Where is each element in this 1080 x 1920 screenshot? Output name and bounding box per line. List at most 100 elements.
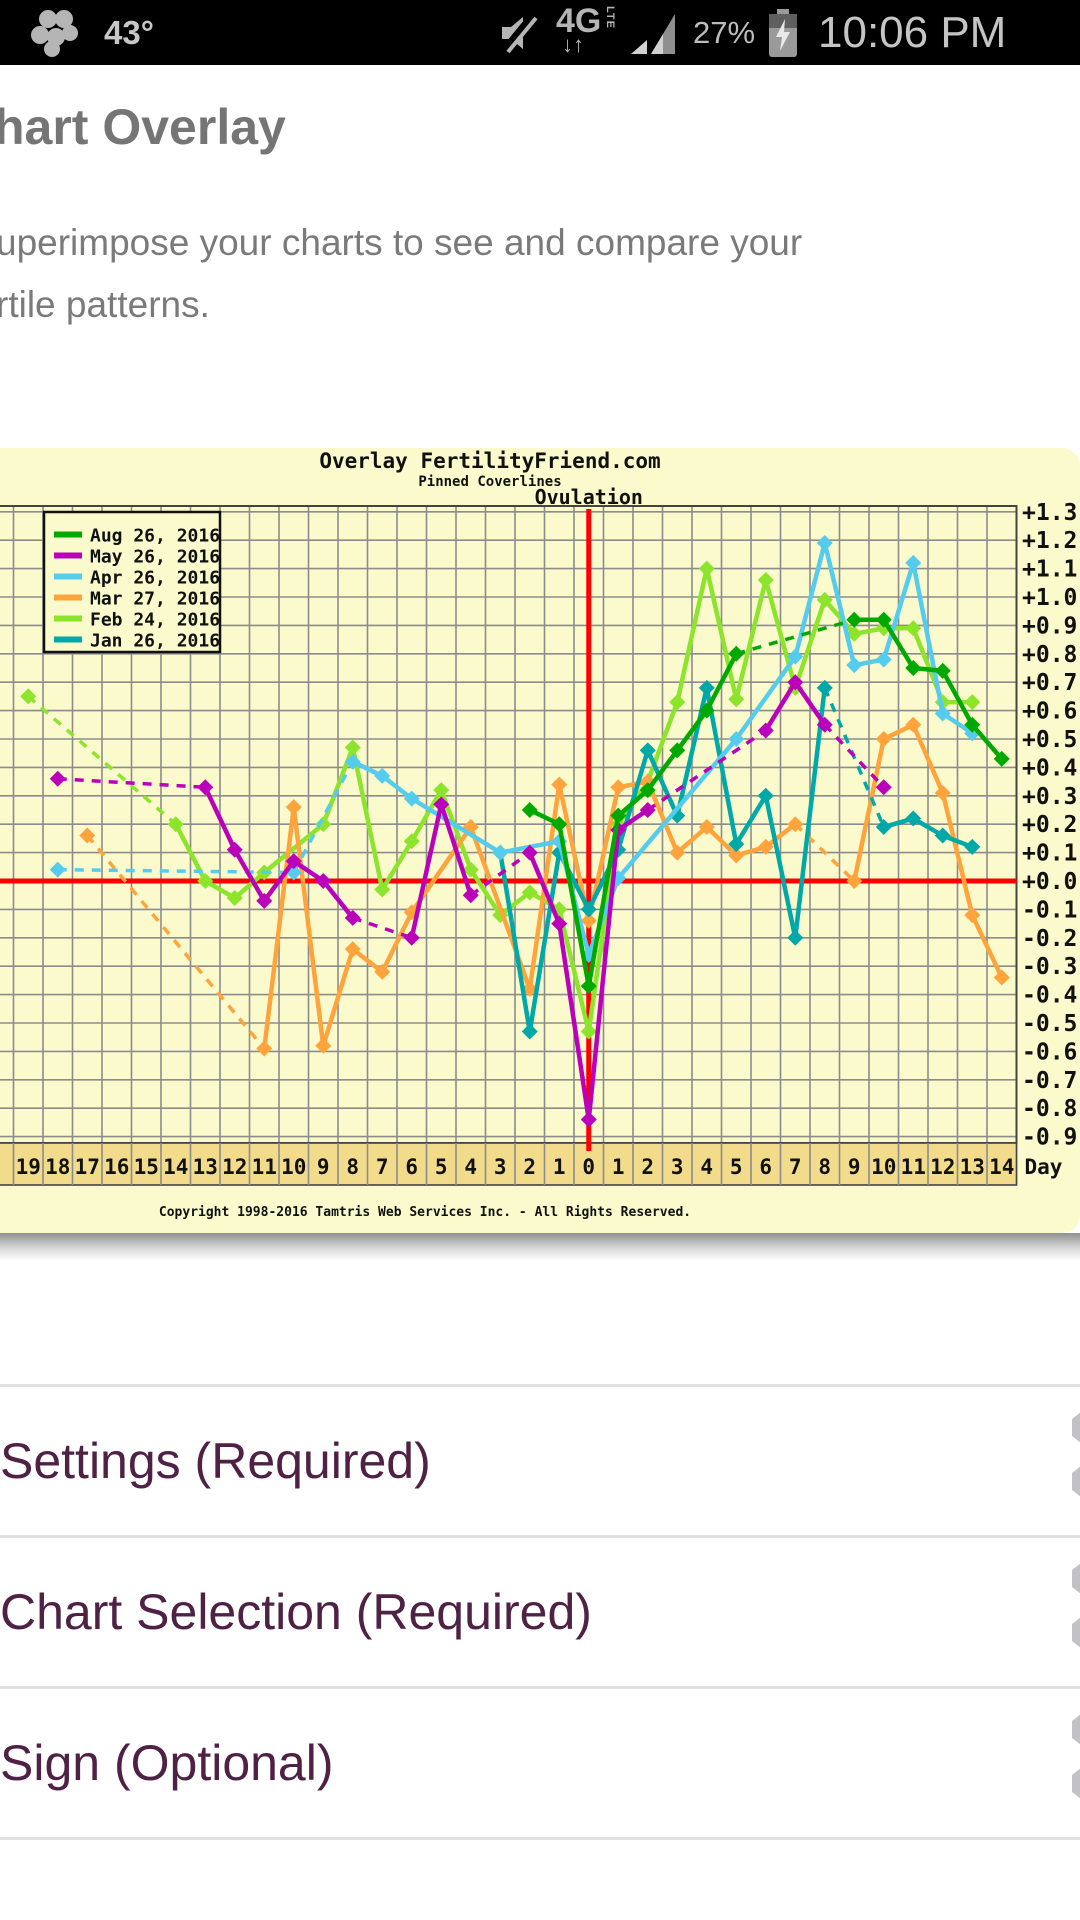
svg-text:3: 3	[671, 1155, 684, 1179]
mute-icon	[496, 0, 542, 65]
svg-text:Copyright 1998-2016 Tamtris We: Copyright 1998-2016 Tamtris Web Services…	[159, 1205, 691, 1220]
svg-text:11: 11	[901, 1155, 926, 1179]
data-arrows-icon: ↓↑	[562, 32, 584, 57]
svg-text:+0.0: +0.0	[1022, 869, 1077, 895]
page-subtitle: uperimpose your charts to see and compar…	[0, 212, 1066, 336]
svg-text:0: 0	[582, 1155, 595, 1179]
accordion: Settings (Required) Chart Selection (Req…	[0, 1384, 1080, 1840]
svg-text:Jan 26, 2016: Jan 26, 2016	[90, 631, 220, 652]
chevron-icon	[1072, 1559, 1080, 1598]
svg-text:2: 2	[523, 1155, 536, 1179]
svg-text:4: 4	[700, 1155, 713, 1179]
section-sign[interactable]: Sign (Optional)	[0, 1689, 1080, 1837]
chevron-icon	[1072, 1710, 1080, 1749]
svg-text:3: 3	[494, 1155, 507, 1179]
svg-text:14: 14	[989, 1155, 1014, 1179]
section-sign-label: Sign (Optional)	[0, 1735, 334, 1791]
svg-text:Feb 24, 2016: Feb 24, 2016	[90, 610, 220, 631]
svg-text:+0.2: +0.2	[1022, 812, 1077, 838]
svg-text:6: 6	[405, 1155, 418, 1179]
chevron-icon	[1072, 1613, 1080, 1652]
svg-text:7: 7	[789, 1155, 802, 1179]
svg-text:+1.2: +1.2	[1022, 528, 1077, 554]
svg-text:8: 8	[818, 1155, 831, 1179]
svg-text:+0.1: +0.1	[1022, 841, 1077, 867]
svg-text:6: 6	[759, 1155, 772, 1179]
svg-text:Overlay FertilityFriend.com: Overlay FertilityFriend.com	[319, 449, 660, 473]
svg-text:-0.7: -0.7	[1022, 1068, 1077, 1094]
svg-text:Pinned Coverlines: Pinned Coverlines	[418, 474, 561, 490]
svg-text:7: 7	[376, 1155, 389, 1179]
svg-text:11: 11	[252, 1155, 277, 1179]
svg-text:-0.3: -0.3	[1022, 954, 1077, 980]
section-settings[interactable]: Settings (Required)	[0, 1387, 1080, 1535]
page-title: hart Overlay	[0, 99, 286, 155]
chevron-icon	[1072, 1764, 1080, 1803]
svg-text:+1.3: +1.3	[1022, 500, 1077, 526]
page-subtitle-line1: uperimpose your charts to see and compar…	[0, 222, 803, 263]
svg-text:18: 18	[45, 1155, 70, 1179]
svg-text:-0.1: -0.1	[1022, 897, 1077, 923]
svg-text:9: 9	[848, 1155, 861, 1179]
svg-text:12: 12	[930, 1155, 955, 1179]
svg-text:-0.8: -0.8	[1022, 1096, 1077, 1122]
divider	[0, 1535, 1080, 1538]
svg-text:4: 4	[464, 1155, 477, 1179]
svg-text:9: 9	[317, 1155, 330, 1179]
chevron-icon	[1072, 1408, 1080, 1447]
status-battery-percent: 27%	[693, 14, 756, 50]
network-lte-label: LTE	[604, 6, 616, 29]
network-type-label: 4G	[556, 2, 602, 40]
svg-text:5: 5	[730, 1155, 743, 1179]
flower-icon	[30, 0, 82, 65]
divider	[0, 1384, 1080, 1387]
svg-text:+0.6: +0.6	[1022, 699, 1077, 725]
svg-text:Ovulation: Ovulation	[535, 485, 643, 509]
status-bar: 43° 4G LTE ↓↑ 27%	[0, 0, 1080, 65]
svg-text:Day: Day	[1025, 1155, 1063, 1179]
svg-text:5: 5	[435, 1155, 448, 1179]
svg-text:-0.6: -0.6	[1022, 1039, 1077, 1065]
svg-text:15: 15	[134, 1155, 159, 1179]
section-settings-label: Settings (Required)	[0, 1433, 431, 1489]
svg-text:+0.3: +0.3	[1022, 784, 1077, 810]
signal-icon	[627, 0, 677, 65]
svg-text:Mar 27, 2016: Mar 27, 2016	[90, 589, 220, 610]
section-chart-selection[interactable]: Chart Selection (Required)	[0, 1538, 1080, 1686]
svg-text:-0.9: -0.9	[1022, 1125, 1077, 1151]
divider	[0, 1837, 1080, 1840]
svg-text:+0.8: +0.8	[1022, 642, 1077, 668]
svg-text:14: 14	[163, 1155, 188, 1179]
svg-text:+0.4: +0.4	[1022, 755, 1077, 781]
svg-text:-0.5: -0.5	[1022, 1011, 1077, 1037]
svg-text:+1.0: +1.0	[1022, 585, 1077, 611]
svg-text:16: 16	[104, 1155, 129, 1179]
svg-text:Aug 26, 2016: Aug 26, 2016	[90, 526, 220, 547]
section-chart-selection-label: Chart Selection (Required)	[0, 1584, 592, 1640]
page-subtitle-line2: rtile patterns.	[0, 284, 210, 325]
svg-text:10: 10	[281, 1155, 306, 1179]
svg-text:8: 8	[346, 1155, 359, 1179]
svg-text:10: 10	[871, 1155, 896, 1179]
svg-text:1: 1	[612, 1155, 625, 1179]
svg-text:+0.9: +0.9	[1022, 613, 1077, 639]
svg-text:12: 12	[222, 1155, 247, 1179]
battery-charging-icon	[766, 0, 800, 65]
svg-text:Apr 26, 2016: Apr 26, 2016	[90, 568, 220, 589]
svg-text:19: 19	[16, 1155, 41, 1179]
svg-text:-0.4: -0.4	[1022, 983, 1077, 1009]
divider	[0, 1686, 1080, 1689]
chart-shadow	[0, 1233, 1080, 1261]
svg-text:1: 1	[553, 1155, 566, 1179]
svg-text:13: 13	[193, 1155, 218, 1179]
4g-lte-icon: 4G LTE ↓↑	[556, 0, 626, 65]
chevron-icon	[1072, 1462, 1080, 1501]
svg-text:2: 2	[641, 1155, 654, 1179]
svg-text:+0.7: +0.7	[1022, 670, 1077, 696]
svg-text:13: 13	[960, 1155, 985, 1179]
svg-text:+1.1: +1.1	[1022, 557, 1077, 583]
overlay-chart: +1.3 +1.2 +1.1 +1.0 +0.9 +0.8 +0.7 +0.6 +0.5 +0.4…	[0, 448, 1080, 1238]
svg-text:+0.5: +0.5	[1022, 727, 1077, 753]
svg-text:-0.2: -0.2	[1022, 926, 1077, 952]
svg-text:17: 17	[75, 1155, 100, 1179]
